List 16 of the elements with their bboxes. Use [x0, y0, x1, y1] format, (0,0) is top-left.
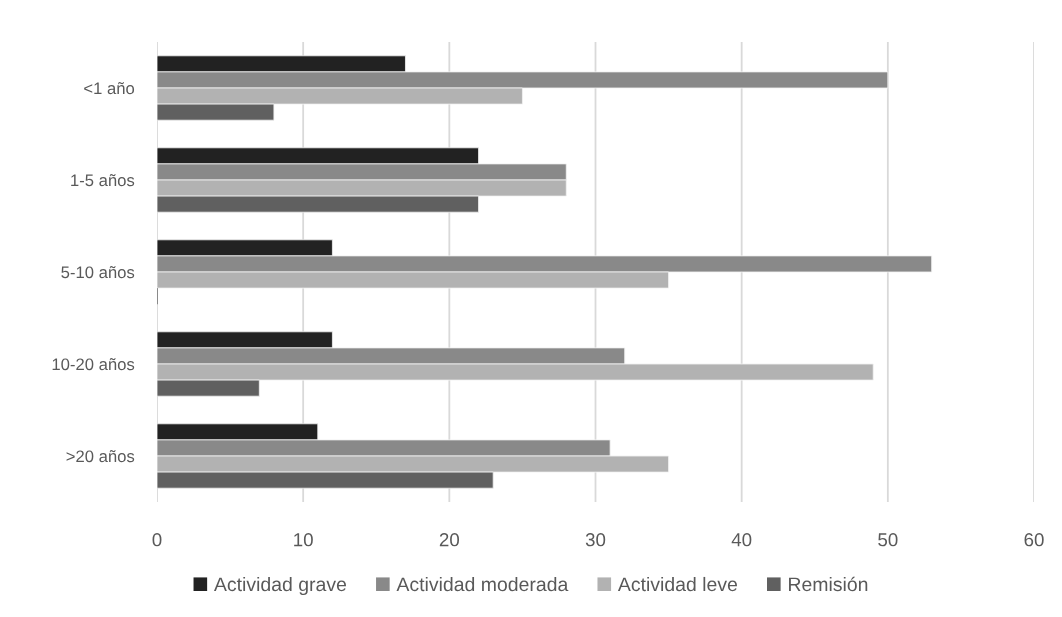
y-tick-label: >20 años	[66, 450, 135, 463]
x-tick-label: 50	[878, 533, 898, 547]
y-tick-label: 10-20 años	[52, 358, 135, 371]
x-tick-label: 30	[585, 533, 606, 547]
x-tick-label: 40	[731, 533, 752, 547]
y-tick-label: 1-5 años	[71, 174, 135, 187]
y-tick-label: <1 año	[84, 82, 135, 95]
y-tick-label: 5-10 años	[61, 266, 135, 279]
legend-label: Actividad leve	[617, 576, 737, 592]
x-tick-label: 10	[294, 533, 313, 547]
legend-label: Actividad moderada	[396, 576, 569, 592]
legend-label: Remisión	[789, 576, 868, 592]
x-tick-label: 0	[152, 533, 162, 547]
x-tick-label: 60	[1024, 533, 1044, 547]
legend-label: Actividad grave	[213, 576, 347, 596]
x-tick-label: 20	[439, 533, 460, 547]
